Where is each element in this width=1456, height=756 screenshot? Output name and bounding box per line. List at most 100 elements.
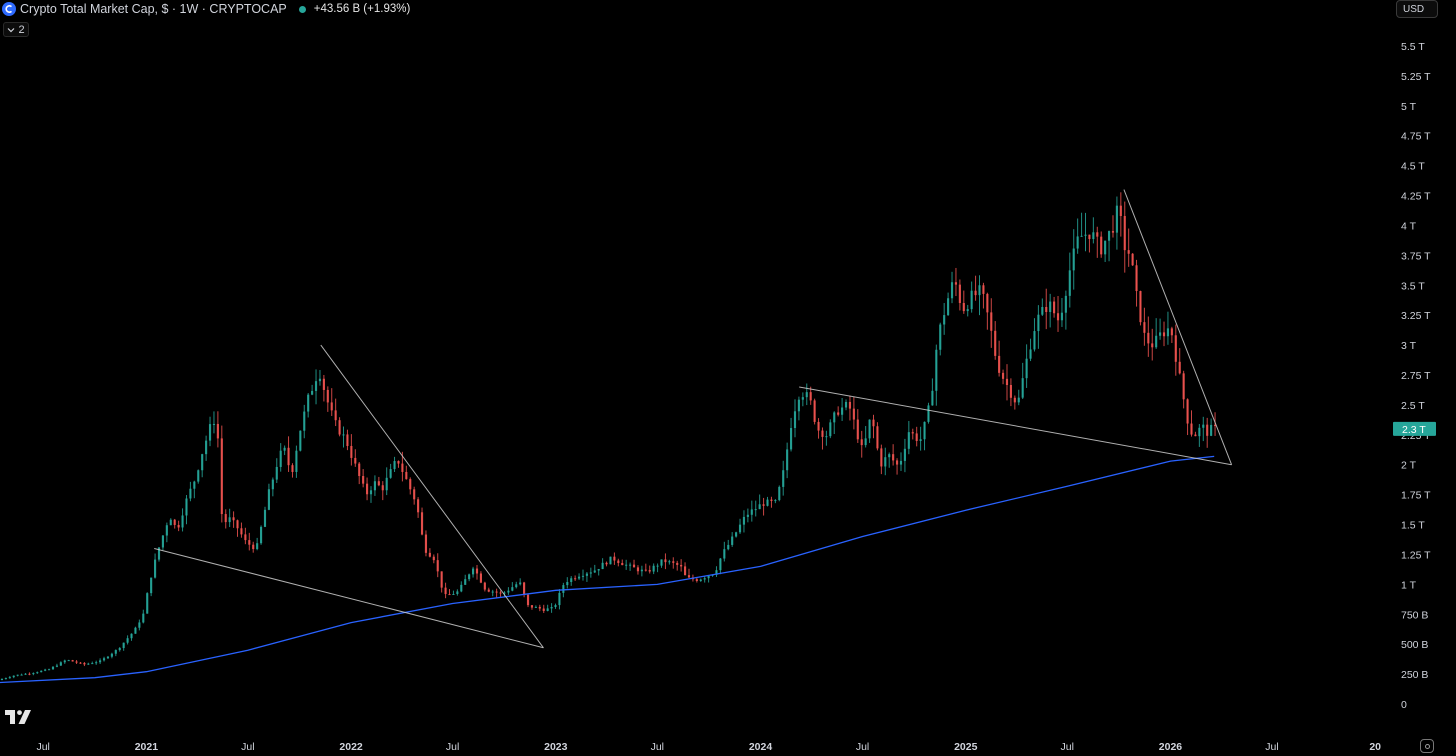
candle-body (479, 573, 482, 583)
candle-body (452, 594, 455, 596)
candle-body (562, 585, 565, 593)
candle-body (1162, 332, 1166, 337)
candle-body (330, 402, 333, 411)
candle-body (837, 412, 840, 415)
candle-body (848, 401, 852, 409)
candle-body (636, 567, 640, 572)
candle-body (189, 488, 192, 499)
candle-body (1056, 313, 1060, 321)
candle-body (283, 447, 286, 451)
candle-body (801, 397, 804, 400)
candle-body (735, 532, 738, 537)
candle-body (1025, 358, 1028, 379)
candle-body (1096, 232, 1099, 237)
y-axis-tick-label: 5.5 T (1401, 41, 1425, 53)
candle-body (1072, 248, 1075, 271)
indicators-toggle-button[interactable]: 2 (3, 22, 29, 37)
chart-settings-icon[interactable] (1420, 739, 1434, 753)
candle-body (236, 520, 239, 529)
candle-body (181, 515, 184, 528)
candle-body (966, 309, 969, 312)
candle-body (40, 670, 43, 673)
x-axis-tick-label: Jul (1061, 741, 1074, 753)
candle-body (1127, 250, 1130, 254)
trendline[interactable] (154, 547, 544, 649)
candle-body (401, 463, 404, 472)
candle-body (841, 407, 844, 415)
candle-body (106, 656, 110, 659)
candle-body (8, 677, 11, 679)
y-axis-tick-label: 5.25 T (1401, 71, 1431, 83)
candle-body (577, 576, 581, 579)
candle-body (51, 666, 55, 670)
candle-body (1159, 332, 1162, 336)
candle-body (950, 282, 954, 299)
y-axis-tick-label: 0 (1401, 699, 1407, 711)
candle-body (1123, 216, 1126, 251)
x-axis-tick-label: 2022 (339, 741, 363, 753)
candle-body (142, 613, 145, 623)
current-price-label: 2.3 T (1402, 424, 1426, 436)
currency-button[interactable]: USD (1396, 0, 1438, 18)
candle-body (1045, 306, 1048, 313)
candle-body (695, 579, 698, 581)
trendline[interactable] (1123, 189, 1233, 465)
candle-body (197, 470, 200, 482)
candle-body (16, 674, 19, 676)
x-axis-tick-label: 2026 (1159, 741, 1183, 753)
candle-body (526, 594, 530, 606)
candle-body (118, 648, 121, 651)
candle-body (287, 447, 290, 466)
candle-body (248, 540, 251, 545)
candle-body (750, 509, 753, 515)
candle-body (947, 298, 950, 316)
candle-body (1080, 235, 1083, 237)
candle-body (460, 584, 463, 592)
candle-body (558, 592, 561, 606)
candle-body (888, 454, 891, 458)
candle-body (157, 547, 161, 560)
candle-body (581, 575, 585, 577)
candle-body (1104, 240, 1107, 255)
candle-body (1190, 423, 1193, 435)
candle-body (153, 559, 157, 578)
candle-body (625, 564, 628, 566)
candle-body (570, 578, 573, 583)
candle-body (774, 500, 777, 502)
candle-body (899, 460, 903, 465)
candle-body (939, 324, 942, 350)
candle-body (28, 673, 31, 675)
candle-body (652, 565, 655, 572)
candle-body (1174, 335, 1177, 362)
candle-body (919, 439, 922, 441)
candle-body (617, 560, 620, 564)
y-axis-tick-label: 2.75 T (1401, 370, 1431, 382)
candle-body (216, 423, 219, 439)
trendline[interactable] (799, 386, 1232, 466)
candle-body (1029, 349, 1032, 359)
candle-body (833, 412, 836, 423)
candle-body (369, 490, 373, 495)
candle-body (350, 445, 353, 458)
symbol-title[interactable]: Crypto Total Market Cap, $ · 1W · CRYPTO… (20, 2, 287, 16)
trendline[interactable] (320, 344, 544, 649)
candle-body (130, 633, 133, 639)
candle-body (381, 485, 384, 491)
candle-body (970, 290, 973, 310)
candle-body (962, 302, 965, 312)
tradingview-logo-icon[interactable] (5, 710, 31, 729)
candle-body (1155, 335, 1158, 348)
candle-body (499, 592, 502, 594)
candle-body (699, 579, 702, 581)
y-axis-tick-label: 4.25 T (1401, 191, 1431, 203)
candle-body (1017, 397, 1020, 403)
candle-body (813, 400, 816, 422)
current-price-badge (1393, 421, 1436, 436)
candle-body (1107, 231, 1111, 241)
candle-body (668, 561, 671, 563)
candle-body (644, 569, 647, 571)
candle-body (91, 663, 94, 665)
candle-body (829, 422, 832, 437)
y-axis-tick-label: 1.5 T (1401, 520, 1425, 532)
